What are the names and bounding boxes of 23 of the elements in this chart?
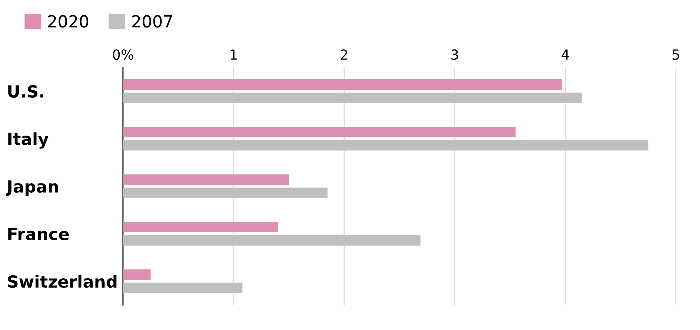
bar	[123, 127, 516, 138]
bar	[123, 174, 290, 186]
legend-label: 2020	[48, 15, 88, 28]
x-tick-label: 0%	[113, 50, 134, 60]
y-tick-label: Japan	[6, 180, 58, 196]
x-tick-label: 5	[672, 50, 680, 60]
x-tick-label: 4	[562, 50, 570, 60]
bar	[123, 140, 649, 151]
bar	[123, 282, 243, 294]
bar	[123, 92, 582, 104]
bar	[123, 235, 421, 246]
y-tick-label: Italy	[8, 132, 49, 149]
y-tick-label: France	[8, 228, 70, 241]
x-tick-label: 3	[452, 50, 458, 60]
bar	[123, 188, 328, 198]
bar	[123, 270, 151, 280]
legend-label: 2007	[132, 15, 172, 28]
bar	[123, 80, 562, 90]
x-tick-label: 1	[230, 50, 237, 60]
y-tick-label: U.S.	[8, 85, 44, 98]
x-tick-label: 2	[341, 50, 348, 60]
bar	[123, 222, 278, 233]
y-tick-label: Switzerland	[8, 275, 117, 288]
